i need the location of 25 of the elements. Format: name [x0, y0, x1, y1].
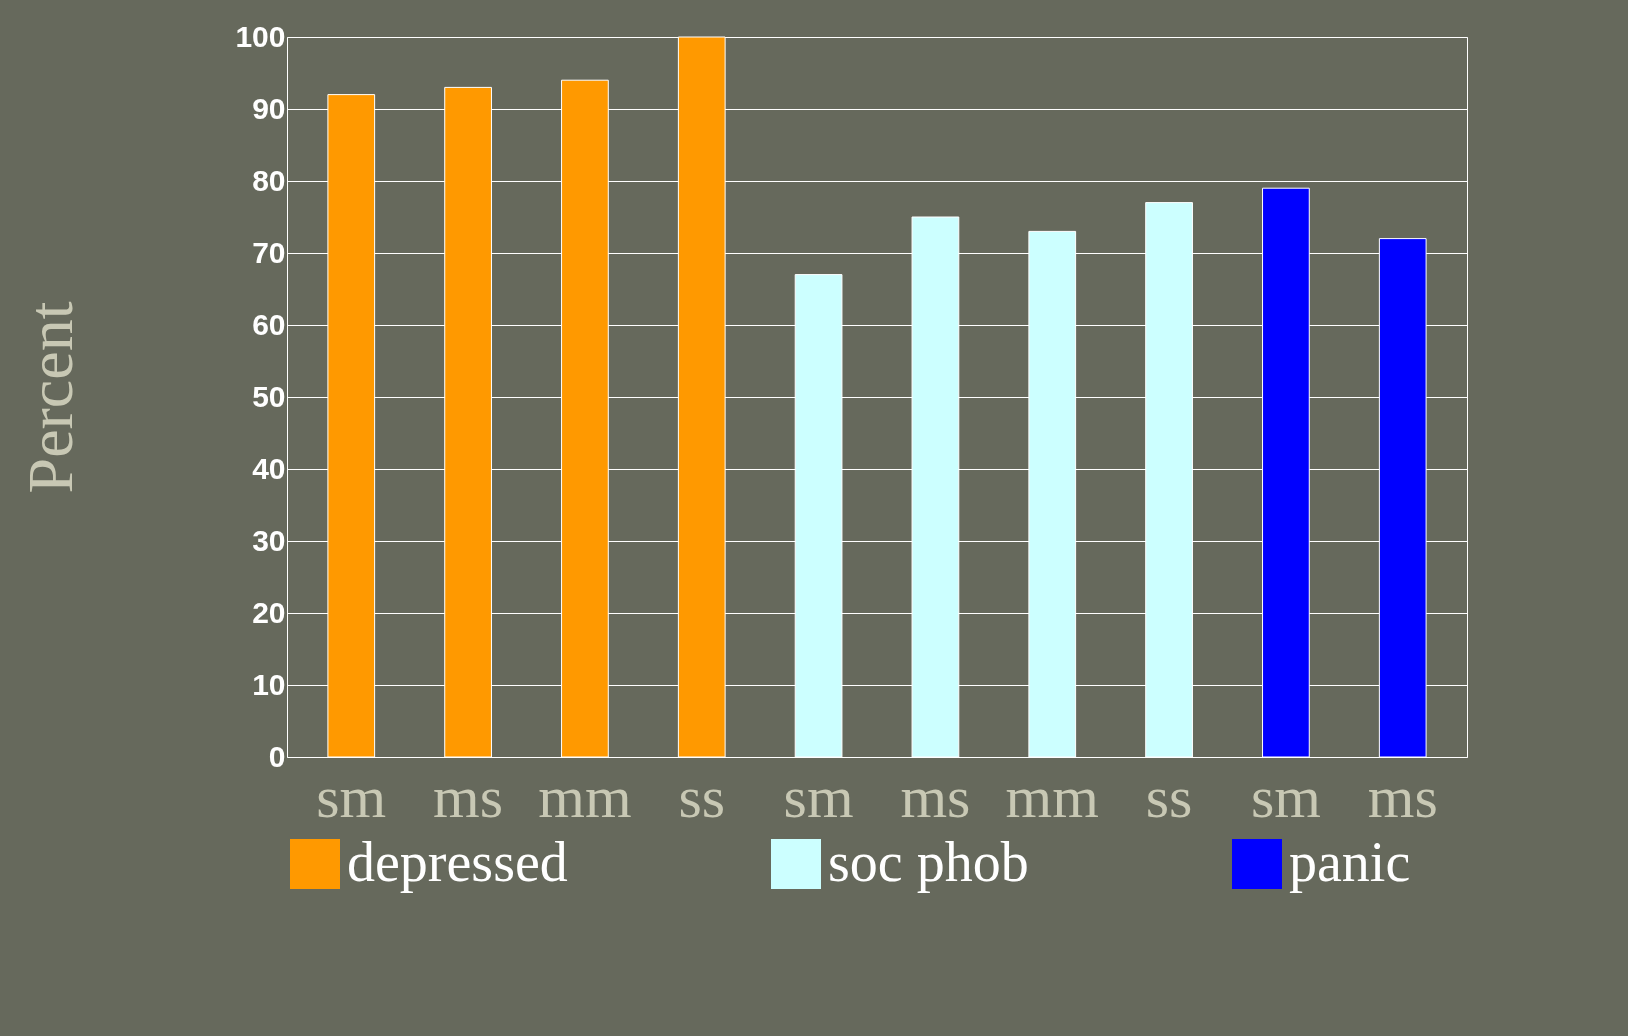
- x-tick-label: ms: [1367, 763, 1438, 830]
- y-tick-label: 20: [252, 595, 286, 629]
- y-tick-label: 50: [252, 379, 286, 413]
- y-tick-label: 0: [268, 739, 286, 773]
- x-tick-label: ss: [1145, 763, 1193, 830]
- y-tick-label: 60: [252, 307, 286, 341]
- legend-label: depressed: [347, 831, 568, 893]
- y-tick-label: 30: [252, 523, 286, 557]
- y-tick-label: 10: [252, 667, 286, 701]
- x-tick-label: sm: [1250, 763, 1321, 830]
- x-tick-label: mm: [538, 763, 632, 830]
- legend-label: panic: [1289, 831, 1411, 893]
- y-axis-title: Percent: [15, 301, 87, 494]
- y-tick-label: 90: [252, 91, 286, 125]
- x-tick-label: mm: [1005, 763, 1099, 830]
- x-tick-label: ms: [433, 763, 504, 830]
- x-tick-label: ms: [900, 763, 971, 830]
- y-tick-label: 100: [235, 19, 286, 53]
- y-tick-label: 40: [252, 451, 286, 485]
- x-tick-label: sm: [316, 763, 387, 830]
- legend-label: soc phob: [828, 831, 1029, 893]
- y-tick-label: 80: [252, 163, 286, 197]
- y-tick-label: 70: [252, 235, 286, 269]
- x-tick-label: ss: [678, 763, 726, 830]
- x-tick-label: sm: [783, 763, 854, 830]
